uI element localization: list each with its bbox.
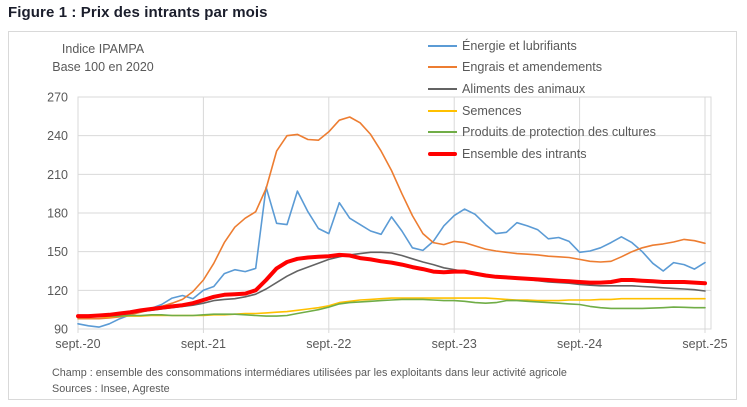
y-tick-label: 270 — [47, 91, 68, 105]
legend-item: Semences — [428, 100, 656, 122]
legend-label: Semences — [462, 103, 522, 118]
x-tick-label: sept.-25 — [682, 337, 727, 351]
legend-swatch — [428, 131, 457, 134]
plot-border — [77, 96, 712, 330]
legend-label: Aliments des animaux — [462, 81, 586, 96]
legend: Énergie et lubrifiants Engrais et amendem… — [428, 35, 656, 165]
footnote-sources: Sources : Insee, Agreste — [52, 382, 170, 395]
figure-title: Figure 1 : Prix des intrants par mois — [8, 4, 268, 21]
x-tick-label: sept.-23 — [432, 337, 477, 351]
series-line-produits-de-protection-des-cultures — [77, 298, 706, 319]
series-line-engrais-et-amendements — [77, 116, 706, 320]
legend-swatch — [428, 66, 457, 69]
legend-label: Énergie et lubrifiants — [462, 38, 577, 53]
legend-label: Ensemble des intrants — [462, 146, 587, 161]
y-tick-label: 120 — [47, 284, 68, 298]
legend-item: Ensemble des intrants — [428, 143, 656, 165]
series-line-ensemble-des-intrants — [76, 252, 707, 319]
x-tick-label: sept.-22 — [306, 337, 351, 351]
legend-label: Produits de protection des cultures — [462, 125, 656, 140]
legend-item: Aliments des animaux — [428, 78, 656, 100]
y-tick-label: 150 — [47, 245, 68, 259]
legend-item: Énergie et lubrifiants — [428, 35, 656, 57]
legend-item: Engrais et amendements — [428, 57, 656, 79]
legend-swatch — [428, 109, 457, 112]
y-tick-label: 180 — [47, 207, 68, 221]
series-line--nergie-et-lubrifiants — [77, 186, 706, 328]
y-tick-label: 240 — [47, 129, 68, 143]
y-axis-title-line1: Indice IPAMPA — [61, 42, 145, 56]
legend-label: Engrais et amendements — [462, 60, 603, 75]
x-tick-label: sept.-21 — [181, 337, 226, 351]
chart-footer: Champ : ensemble des consommations inter… — [52, 366, 712, 397]
y-axis-title-line2: Base 100 en 2020 — [52, 60, 154, 74]
chart-frame — [8, 31, 737, 400]
y-tick-label: 90 — [54, 323, 68, 337]
legend-swatch — [428, 44, 457, 47]
y-axis-title: Indice IPAMPA Base 100 en 2020 — [38, 40, 168, 76]
legend-item: Produits de protection des cultures — [428, 121, 656, 143]
x-tick-label: sept.-20 — [55, 337, 100, 351]
x-tick-label: sept.-24 — [557, 337, 602, 351]
legend-swatch — [428, 87, 457, 90]
legend-swatch — [428, 151, 457, 157]
y-tick-label: 210 — [47, 168, 68, 182]
footnote-champ: Champ : ensemble des consommations inter… — [52, 367, 567, 379]
